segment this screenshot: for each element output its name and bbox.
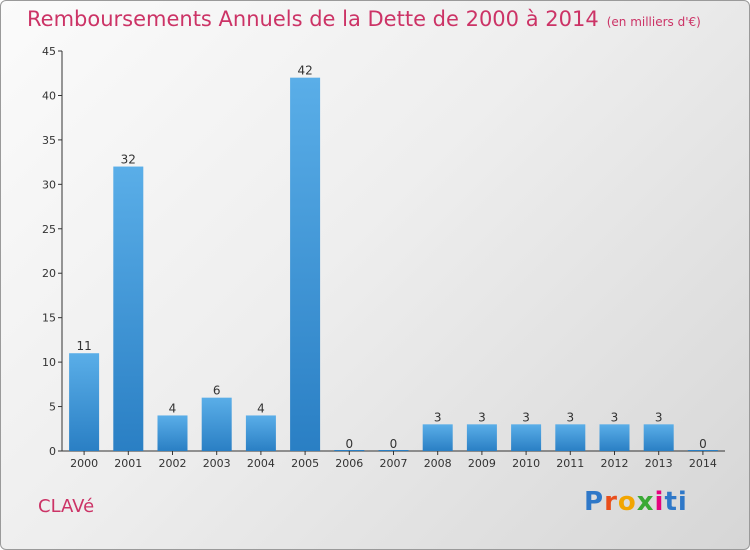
x-tick-label: 2009 <box>468 457 496 470</box>
x-tick-label: 2007 <box>380 457 408 470</box>
logo-letter: x <box>636 487 655 517</box>
x-tick-label: 2004 <box>247 457 275 470</box>
x-tick-label: 2002 <box>159 457 187 470</box>
bar <box>201 397 232 451</box>
logo-letter: o <box>617 487 637 517</box>
bar <box>687 450 718 451</box>
y-tick-label: 20 <box>42 267 56 280</box>
bar <box>555 424 586 451</box>
y-tick-label: 5 <box>49 401 56 414</box>
bar <box>422 424 453 451</box>
y-tick-label: 0 <box>49 445 56 458</box>
y-tick-label: 40 <box>42 89 56 102</box>
x-tick-label: 2001 <box>114 457 142 470</box>
x-tick-label: 2008 <box>424 457 452 470</box>
bar-value-label: 3 <box>611 410 619 424</box>
proxiti-logo[interactable]: Proxiti <box>584 487 688 517</box>
bar-value-label: 3 <box>434 410 442 424</box>
bar <box>599 424 630 451</box>
chart-unit: (en milliers d'€) <box>606 15 701 29</box>
bar-value-label: 0 <box>390 437 398 451</box>
bar-value-label: 0 <box>699 437 707 451</box>
y-tick-label: 35 <box>42 134 56 147</box>
bar-value-label: 11 <box>76 339 91 353</box>
y-tick-label: 10 <box>42 356 56 369</box>
y-tick-label: 25 <box>42 223 56 236</box>
logo-letter: i <box>654 487 665 517</box>
x-tick-label: 2010 <box>512 457 540 470</box>
bar-value-label: 3 <box>566 410 574 424</box>
bar-value-label: 0 <box>345 437 353 451</box>
bar <box>69 353 100 451</box>
x-tick-label: 2003 <box>203 457 231 470</box>
logo-letter: P <box>584 487 605 517</box>
chart-title-text: Remboursements Annuels de la Dette de 20… <box>27 7 599 31</box>
bar <box>466 424 497 451</box>
bar-value-label: 3 <box>655 410 663 424</box>
bar-value-label: 32 <box>121 153 136 167</box>
y-tick-label: 45 <box>42 45 56 58</box>
logo-letter: ti <box>664 487 688 517</box>
logo-letter: r <box>604 487 618 517</box>
bar <box>334 450 365 451</box>
y-tick-label: 30 <box>42 178 56 191</box>
y-tick-label: 15 <box>42 312 56 325</box>
bar <box>113 166 144 452</box>
bar <box>245 415 276 451</box>
commune-name: CLAVé <box>38 496 95 517</box>
bar <box>157 415 188 451</box>
x-tick-label: 2011 <box>556 457 584 470</box>
bar-value-label: 3 <box>522 410 530 424</box>
bar-value-label: 4 <box>257 401 265 415</box>
bar-value-label: 6 <box>213 384 221 398</box>
x-tick-label: 2000 <box>70 457 98 470</box>
bar-value-label: 3 <box>478 410 486 424</box>
chart-title: Remboursements Annuels de la Dette de 20… <box>27 7 701 31</box>
x-tick-label: 2014 <box>689 457 717 470</box>
bar-value-label: 42 <box>297 64 312 78</box>
x-tick-label: 2006 <box>335 457 363 470</box>
bars: 11 32 4 6 4 42 0 0 3 3 3 3 3 3 0 <box>69 64 718 452</box>
x-tick-label: 2005 <box>291 457 319 470</box>
bar <box>643 424 674 451</box>
x-tick-label: 2013 <box>645 457 673 470</box>
bar <box>290 77 321 452</box>
x-tick-label: 2012 <box>601 457 629 470</box>
bar <box>378 450 409 451</box>
bar <box>511 424 542 451</box>
bar-value-label: 4 <box>169 401 177 415</box>
